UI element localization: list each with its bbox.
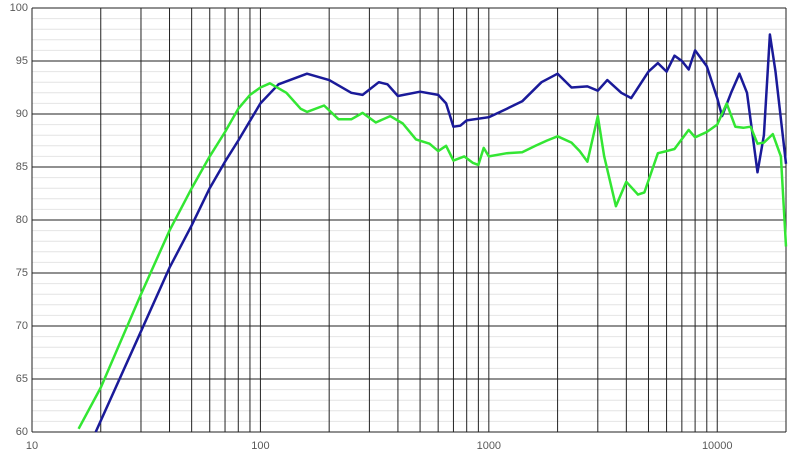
y-tick-label: 80 bbox=[16, 214, 28, 226]
y-tick-label: 70 bbox=[16, 320, 28, 332]
x-tick-label: 100 bbox=[251, 440, 269, 452]
y-tick-label: 75 bbox=[16, 267, 28, 279]
y-tick-label: 100 bbox=[10, 2, 28, 14]
y-tick-label: 60 bbox=[16, 426, 28, 438]
series-line bbox=[77, 82, 788, 430]
y-tick-label: 65 bbox=[16, 373, 28, 385]
x-tick-label: 10 bbox=[26, 440, 38, 452]
y-tick-label: 85 bbox=[16, 161, 28, 173]
series-line bbox=[94, 33, 788, 433]
y-tick-label: 95 bbox=[16, 55, 28, 67]
x-tick-label: 1000 bbox=[477, 440, 501, 452]
y-tick-label: 90 bbox=[16, 108, 28, 120]
x-tick-label: 10000 bbox=[702, 440, 733, 452]
